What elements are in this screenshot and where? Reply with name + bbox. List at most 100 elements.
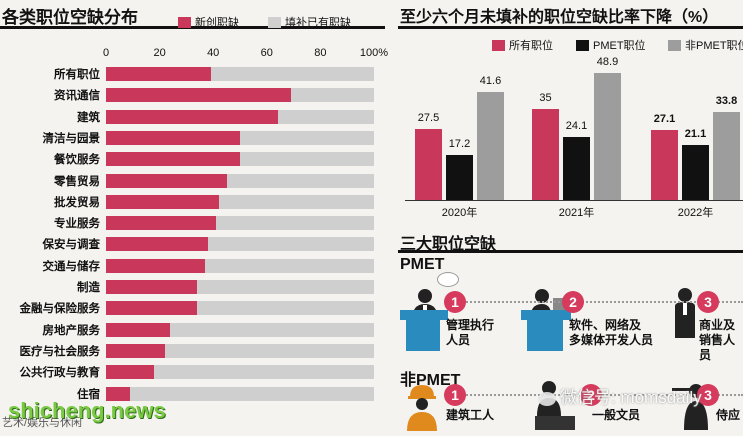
non-pmet-job-1: 建筑工人	[446, 408, 494, 423]
x-tick-label: 0	[86, 47, 126, 59]
pmet-job-3: 商业及 销售人员	[699, 318, 743, 363]
category-label: 制造	[77, 279, 100, 295]
pmet-job-2: 软件、网络及 多媒体开发人员	[569, 318, 653, 348]
column-value-label: 48.9	[588, 56, 628, 68]
bar-new	[106, 195, 219, 209]
category-label: 资讯通信	[54, 87, 100, 103]
bar-new	[106, 174, 227, 188]
bar-new	[106, 301, 197, 315]
bar-new	[106, 110, 278, 124]
category-label: 专业服务	[54, 215, 100, 231]
category-label: 清洁与园景	[43, 130, 101, 146]
column-value-label: 33.8	[707, 95, 743, 107]
column-category-label: 2021年	[557, 204, 597, 220]
pmet-job-2-line2: 多媒体开发人员	[569, 333, 653, 348]
jobs-title: 三大职位空缺	[400, 230, 496, 254]
x-tick-label: 20	[140, 47, 180, 59]
column-value-label: 21.1	[676, 128, 716, 140]
speech-bubble-icon	[437, 272, 459, 287]
category-label: 批发贸易	[54, 194, 100, 210]
column-bar	[594, 73, 621, 200]
category-label: 金融与保险服务	[20, 300, 101, 316]
pmet-job-1-line2: 人员	[446, 333, 494, 348]
legend-nonpmet-label: 非PMET职位	[685, 37, 743, 53]
bar-new	[106, 237, 208, 251]
x-tick-label: 40	[193, 47, 233, 59]
legend-fill-swatch	[268, 17, 281, 28]
column-bar	[415, 129, 442, 201]
pmet-job-1-line1: 管理执行	[446, 318, 494, 333]
column-baseline	[405, 200, 743, 201]
right-title-bar: 至少六个月未填补的职位空缺比率下降（%）	[398, 0, 743, 29]
category-label: 交通与储存	[43, 258, 101, 274]
category-label: 房地产服务	[43, 322, 101, 338]
bar-fill	[165, 344, 374, 358]
left-chart-title: 各类职位空缺分布	[2, 3, 138, 28]
bar-new	[106, 323, 170, 337]
column-bar	[563, 137, 590, 200]
x-tick-label: 100%	[354, 47, 394, 59]
pmet-job-3-line1: 商业及	[699, 318, 743, 333]
manager-desk-leg-icon	[406, 318, 440, 351]
construction-worker-icon	[405, 385, 439, 436]
column-value-label: 24.1	[557, 120, 597, 132]
bar-fill	[291, 88, 374, 102]
bar-new	[106, 67, 211, 81]
sales-person-icon	[672, 288, 698, 343]
legend-all-swatch	[492, 40, 505, 51]
non-pmet-rank-1: 1	[444, 384, 466, 406]
bar-fill	[278, 110, 374, 124]
bar-fill	[211, 67, 374, 81]
category-label: 保安与调查	[43, 236, 101, 252]
category-label: 建筑	[77, 109, 100, 125]
bar-fill	[240, 131, 374, 145]
pmet-rank-1: 1	[444, 291, 466, 313]
bar-fill	[219, 195, 374, 209]
column-value-label: 35	[526, 92, 566, 104]
category-label: 所有职位	[54, 66, 100, 82]
column-value-label: 41.6	[471, 75, 511, 87]
legend-all-label: 所有职位	[509, 37, 553, 53]
bar-fill	[170, 323, 374, 337]
column-value-label: 17.2	[440, 138, 480, 150]
legend-new-label: 新创职缺	[195, 14, 239, 30]
legend-fill: 填补已有职缺	[268, 14, 351, 30]
bar-fill	[130, 387, 374, 401]
category-label: 餐饮服务	[54, 151, 100, 167]
non-pmet-job-2: 一般文员	[592, 408, 640, 423]
wechat-watermark: 微信号: momsdaily	[538, 383, 702, 408]
column-value-label: 27.5	[409, 112, 449, 124]
column-category-label: 2022年	[676, 204, 716, 220]
category-label: 医疗与社会服务	[20, 343, 101, 359]
column-bar	[682, 145, 709, 200]
legend-fill-label: 填补已有职缺	[285, 14, 351, 30]
column-bar	[446, 155, 473, 200]
column-bar	[477, 92, 504, 200]
column-bar	[651, 130, 678, 200]
column-value-label: 27.1	[645, 113, 685, 125]
bar-new	[106, 216, 216, 230]
bar-new	[106, 344, 165, 358]
pmet-rank-3: 3	[697, 291, 719, 313]
legend-all: 所有职位	[492, 37, 553, 53]
category-label: 公共行政与教育	[20, 364, 101, 380]
bar-fill	[208, 237, 374, 251]
legend-nonpmet-swatch	[668, 40, 681, 51]
column-bar	[713, 112, 740, 200]
bar-fill	[227, 174, 374, 188]
bar-new	[106, 152, 240, 166]
bar-fill	[205, 259, 374, 273]
pmet-rank-2: 2	[562, 291, 584, 313]
bar-fill	[197, 280, 374, 294]
bar-fill	[240, 152, 374, 166]
bar-fill	[216, 216, 374, 230]
legend-pmet-swatch	[576, 40, 589, 51]
legend-pmet: PMET职位	[576, 37, 646, 53]
legend-new-swatch	[178, 17, 191, 28]
column-category-label: 2020年	[440, 204, 480, 220]
x-tick-label: 60	[247, 47, 287, 59]
right-chart-title: 至少六个月未填补的职位空缺比率下降（%）	[400, 3, 718, 27]
legend-pmet-label: PMET职位	[593, 37, 646, 53]
bar-new	[106, 280, 197, 294]
bar-new	[106, 88, 291, 102]
